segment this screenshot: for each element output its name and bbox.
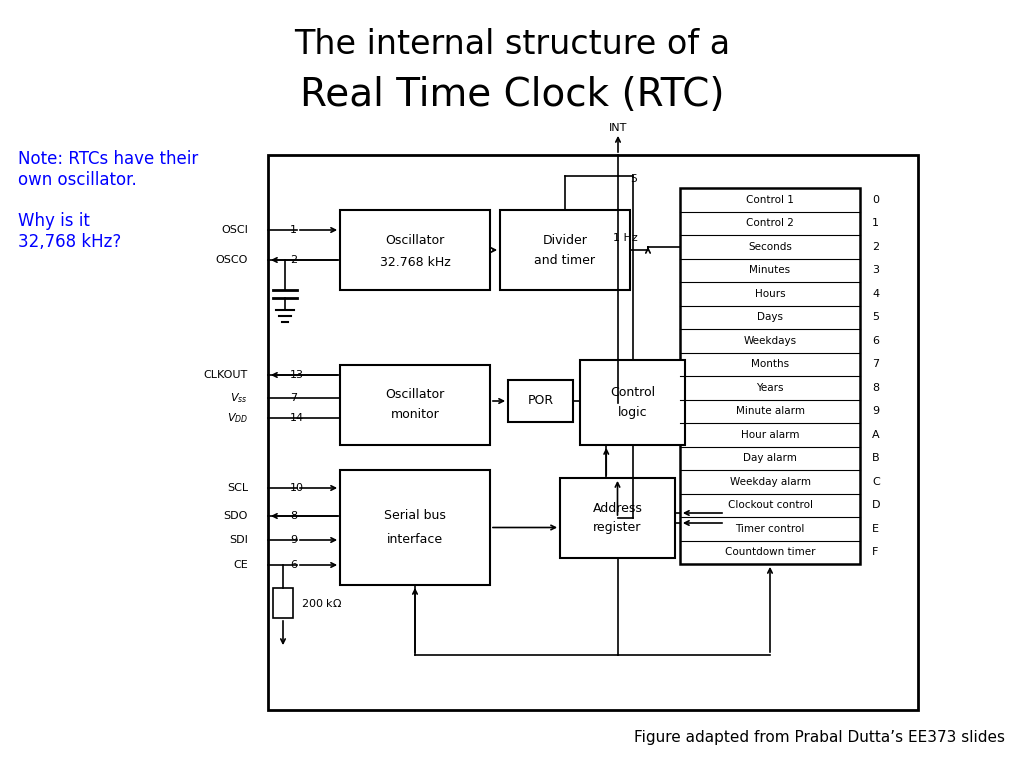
- Bar: [560, 478, 675, 558]
- Text: Figure adapted from Prabal Dutta’s EE373 slides: Figure adapted from Prabal Dutta’s EE373…: [634, 730, 1005, 745]
- Text: Days: Days: [757, 313, 783, 323]
- Text: and timer: and timer: [535, 253, 596, 266]
- Text: Oscillator: Oscillator: [385, 389, 444, 402]
- Text: $V_{ss}$: $V_{ss}$: [230, 391, 248, 405]
- Text: 9: 9: [872, 406, 880, 416]
- Text: SDI: SDI: [229, 535, 248, 545]
- Text: Clockout control: Clockout control: [727, 500, 812, 510]
- Text: 4: 4: [872, 289, 880, 299]
- Text: register: register: [593, 521, 642, 535]
- Bar: [340, 470, 490, 585]
- Bar: [500, 210, 630, 290]
- Text: 1 Hz: 1 Hz: [613, 233, 638, 243]
- Text: E: E: [872, 524, 879, 534]
- Bar: [340, 365, 490, 445]
- Text: Real Time Clock (RTC): Real Time Clock (RTC): [300, 76, 724, 114]
- Text: Divider: Divider: [543, 233, 588, 247]
- Text: 8: 8: [290, 511, 297, 521]
- Text: D: D: [872, 500, 881, 510]
- Text: interface: interface: [387, 533, 443, 546]
- Bar: [273, 588, 293, 618]
- Text: Control 2: Control 2: [746, 218, 794, 228]
- Text: POR: POR: [527, 395, 554, 408]
- Text: 1: 1: [290, 225, 297, 235]
- Text: 2: 2: [872, 242, 880, 252]
- Bar: [680, 188, 860, 564]
- Text: The internal structure of a: The internal structure of a: [294, 28, 730, 61]
- Text: 6: 6: [290, 560, 297, 570]
- Text: OSCO: OSCO: [216, 255, 248, 265]
- Text: Minute alarm: Minute alarm: [735, 406, 805, 416]
- Text: 0: 0: [872, 195, 879, 205]
- Text: Months: Months: [751, 359, 790, 369]
- Text: 7: 7: [872, 359, 880, 369]
- Text: C: C: [872, 477, 880, 487]
- Text: Minutes: Minutes: [750, 265, 791, 275]
- Text: Address: Address: [593, 502, 642, 515]
- Text: Day alarm: Day alarm: [743, 453, 797, 463]
- Text: 9: 9: [290, 535, 297, 545]
- Text: 3: 3: [872, 265, 879, 275]
- Text: Hour alarm: Hour alarm: [740, 430, 800, 440]
- Text: 6: 6: [872, 336, 879, 346]
- Text: Control: Control: [610, 386, 655, 399]
- Text: Control 1: Control 1: [746, 195, 794, 205]
- Text: 200 k$\Omega$: 200 k$\Omega$: [301, 597, 342, 609]
- Text: 2: 2: [290, 255, 297, 265]
- Text: Hours: Hours: [755, 289, 785, 299]
- Bar: [580, 360, 685, 445]
- Bar: [340, 210, 490, 290]
- Text: 14: 14: [290, 413, 304, 423]
- Text: SCL: SCL: [227, 483, 248, 493]
- Text: Note: RTCs have their
own oscillator.

Why is it
32,768 kHz?: Note: RTCs have their own oscillator. Wh…: [18, 150, 199, 251]
- Text: Oscillator: Oscillator: [385, 233, 444, 247]
- Text: B: B: [872, 453, 880, 463]
- Text: Seconds: Seconds: [749, 242, 792, 252]
- Bar: [508, 380, 573, 422]
- Text: logic: logic: [617, 406, 647, 419]
- Text: OSCI: OSCI: [221, 225, 248, 235]
- Text: Weekday alarm: Weekday alarm: [729, 477, 811, 487]
- Text: 8: 8: [872, 382, 880, 392]
- Text: 13: 13: [290, 370, 304, 380]
- Text: 32.768 kHz: 32.768 kHz: [380, 256, 451, 269]
- Text: A: A: [872, 430, 880, 440]
- Text: CE: CE: [233, 560, 248, 570]
- Text: Weekdays: Weekdays: [743, 336, 797, 346]
- Text: Countdown timer: Countdown timer: [725, 548, 815, 558]
- Text: 5: 5: [872, 313, 879, 323]
- Text: 1: 1: [872, 218, 879, 228]
- Text: Timer control: Timer control: [735, 524, 805, 534]
- Text: 7: 7: [290, 393, 297, 403]
- Text: 5: 5: [630, 174, 637, 184]
- Text: monitor: monitor: [390, 409, 439, 422]
- Text: 10: 10: [290, 483, 304, 493]
- Text: Years: Years: [757, 382, 783, 392]
- Text: Serial bus: Serial bus: [384, 509, 445, 522]
- Text: INT: INT: [609, 123, 627, 133]
- Text: F: F: [872, 548, 879, 558]
- Text: $V_{DD}$: $V_{DD}$: [226, 411, 248, 425]
- Text: SDO: SDO: [223, 511, 248, 521]
- Text: CLKOUT: CLKOUT: [204, 370, 248, 380]
- Bar: [268, 155, 918, 710]
